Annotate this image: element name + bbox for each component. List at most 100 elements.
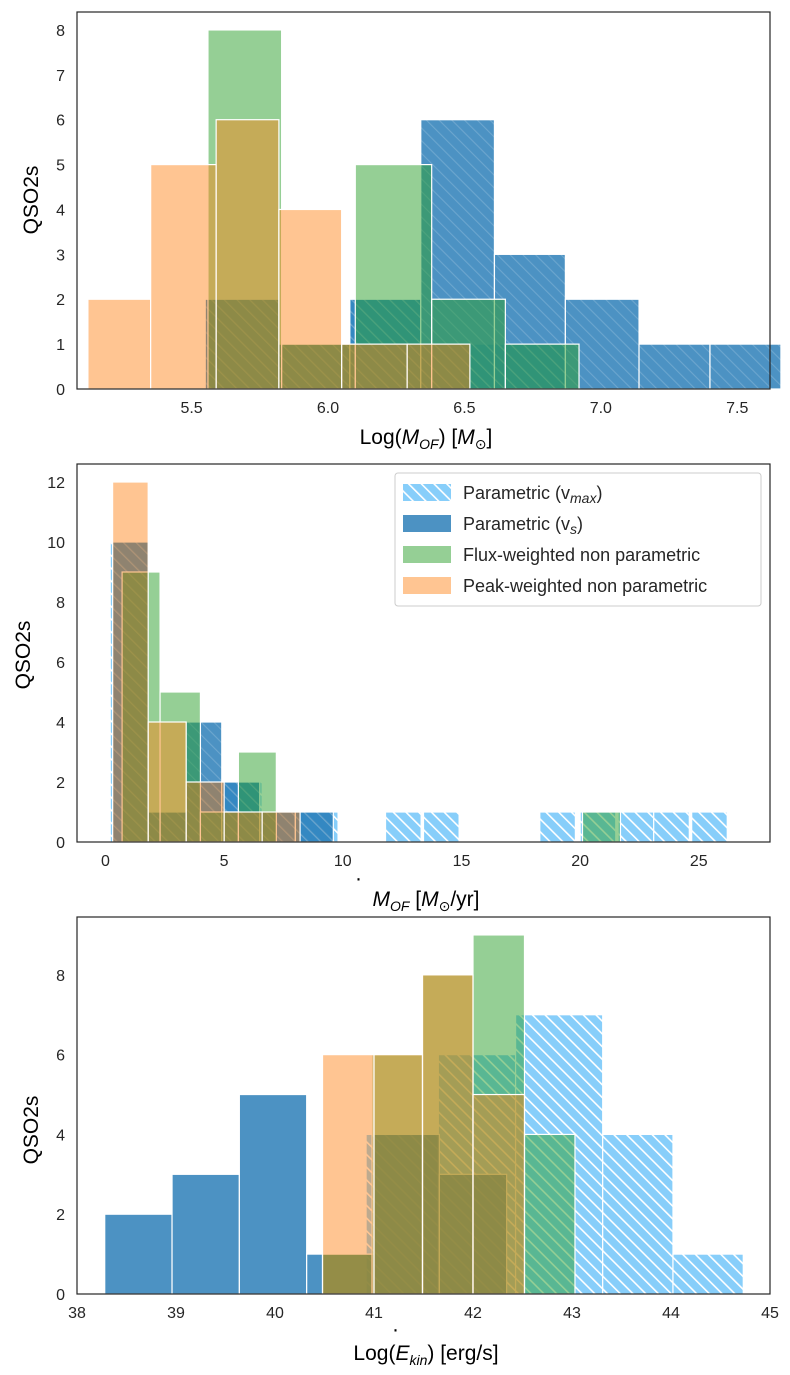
x-tick-label: 25 [690, 853, 708, 870]
y-tick-label: 4 [56, 715, 65, 732]
x-tick-label: 45 [761, 1305, 779, 1322]
legend-label-vmax: Parametric (vmax) [463, 483, 602, 506]
ylabel-panel-1: QSO2s [20, 166, 43, 235]
x-tick-label: 38 [68, 1305, 86, 1322]
x-tick-label: 0 [101, 853, 110, 870]
mass-histogram-panel: 5.5 6.0 6.5 7.0 7.5 0 1 2 3 4 5 6 7 8 [56, 11, 782, 417]
bar-flux-2 [199, 811, 239, 843]
y-tick-label: 7 [56, 68, 65, 85]
bar-peak-5 [406, 343, 471, 390]
x-tick-label: 7.5 [726, 400, 748, 417]
xlabel-panel-2: MOF [M⊙/yr] [372, 888, 479, 914]
bar-flux-1 [281, 343, 356, 390]
legend-swatch-flux [403, 546, 451, 563]
x-tick-label: 6.5 [453, 400, 475, 417]
x-tick-label: 15 [453, 853, 471, 870]
bar-vmax-3 [602, 1133, 674, 1295]
x-tick-label: 5.5 [180, 400, 202, 417]
bar-peak-3 [278, 208, 343, 390]
x-tick-label: 5 [220, 853, 229, 870]
y-tick-label: 1 [56, 337, 65, 354]
bar-vmax-11 [653, 811, 690, 843]
ylabel-panel-3: QSO2s [20, 1096, 43, 1165]
x-tick-label: 41 [365, 1305, 383, 1322]
bar-vmax-7 [422, 811, 460, 843]
axes-frame [76, 463, 771, 843]
axes-frame [76, 916, 771, 1295]
bar-peak-4 [261, 811, 301, 843]
y-tick-label: 0 [56, 382, 65, 399]
bar-flux-0 [121, 571, 161, 843]
y-tick-label: 2 [56, 775, 65, 792]
bar-peak-3 [472, 1093, 526, 1295]
bar-hatch-vs-6 [639, 344, 710, 389]
bar-vs-1 [171, 1173, 240, 1295]
legend-label-flux: Flux-weighted non parametric [463, 545, 700, 565]
bar-peak-1 [147, 721, 187, 843]
bar-vmax-6 [384, 811, 422, 843]
x-tick-label: 40 [266, 1305, 284, 1322]
y-tick-label: 12 [47, 475, 65, 492]
y-tick-label: 6 [56, 1048, 65, 1065]
legend: Parametric (vmax) Parametric (vs) Flux-w… [394, 472, 762, 607]
bar-hatch-vs-5 [295, 812, 334, 842]
x-tick-label: 42 [464, 1305, 482, 1322]
axes-frame [76, 11, 771, 390]
bar-peak-2 [215, 119, 280, 390]
bar-flux-2 [421, 974, 474, 1295]
y-tick-label: 5 [56, 158, 65, 175]
bar-flux-4 [504, 343, 580, 390]
y-tick-label: 4 [56, 1127, 65, 1144]
legend-label-peak: Peak-weighted non parametric [463, 576, 707, 596]
bar-vmax-12 [691, 811, 728, 843]
y-tick-label: 2 [56, 292, 65, 309]
y-tick-label: 8 [56, 595, 65, 612]
bar-vmax-10 [617, 811, 655, 843]
x-tick-label: 20 [571, 853, 589, 870]
y-tick-label: 10 [47, 535, 65, 552]
bar-vs-0 [104, 1213, 173, 1295]
y-tick-label: 4 [56, 202, 65, 219]
x-tick-label: 43 [563, 1305, 581, 1322]
x-tick-label: 7.0 [590, 400, 612, 417]
y-tick-label: 8 [56, 23, 65, 40]
bar-peak-0 [111, 481, 149, 843]
y-tick-label: 8 [56, 968, 65, 985]
y-tick-label: 3 [56, 247, 65, 264]
bar-peak-0 [321, 1054, 375, 1295]
bar-hatch-vs-7 [709, 344, 781, 389]
bar-peak-2 [185, 781, 225, 843]
xlabel-panel-2-dot: · [355, 867, 362, 890]
xlabel-panel-1: Log(MOF) [M⊙] [360, 426, 493, 452]
bar-peak-4 [341, 343, 408, 390]
legend-frame [394, 472, 762, 607]
y-tick-label: 0 [56, 1287, 65, 1304]
bar-flux-4 [581, 811, 622, 843]
bar-flux-0 [207, 29, 283, 390]
legend-label-vs: Parametric (vs) [463, 514, 583, 537]
outflow-rate-histogram-panel: 0 5 10 15 20 25 0 2 4 6 8 10 12 [47, 463, 771, 870]
bar-peak-1 [373, 1054, 424, 1295]
kinetic-power-histogram-panel: 38 39 40 41 42 43 44 45 0 2 4 6 8 [56, 916, 779, 1322]
y-tick-label: 2 [56, 1207, 65, 1224]
bar-vmax-4 [672, 1253, 744, 1295]
legend-swatch-peak [403, 577, 451, 594]
y-tick-label: 6 [56, 113, 65, 130]
x-tick-label: 10 [334, 853, 352, 870]
x-tick-label: 6.0 [317, 400, 339, 417]
bar-peak-3 [223, 811, 263, 843]
bar-flux-4 [523, 1133, 576, 1295]
bar-flux-2 [354, 164, 433, 390]
bar-vmax-8 [539, 811, 576, 843]
legend-swatch-vs [403, 515, 451, 532]
x-tick-label: 39 [167, 1305, 185, 1322]
legend-swatch-vmax [403, 484, 451, 501]
xlabel-panel-3: Log(Ekin) [erg/s] [353, 1342, 498, 1368]
ylabel-panel-2: QSO2s [12, 621, 35, 690]
bar-peak-2 [421, 974, 474, 1295]
bar-vs-2 [238, 1093, 308, 1295]
xlabel-panel-3-dot: · [392, 1318, 399, 1341]
y-tick-label: 0 [56, 835, 65, 852]
bar-peak-0 [87, 298, 152, 390]
